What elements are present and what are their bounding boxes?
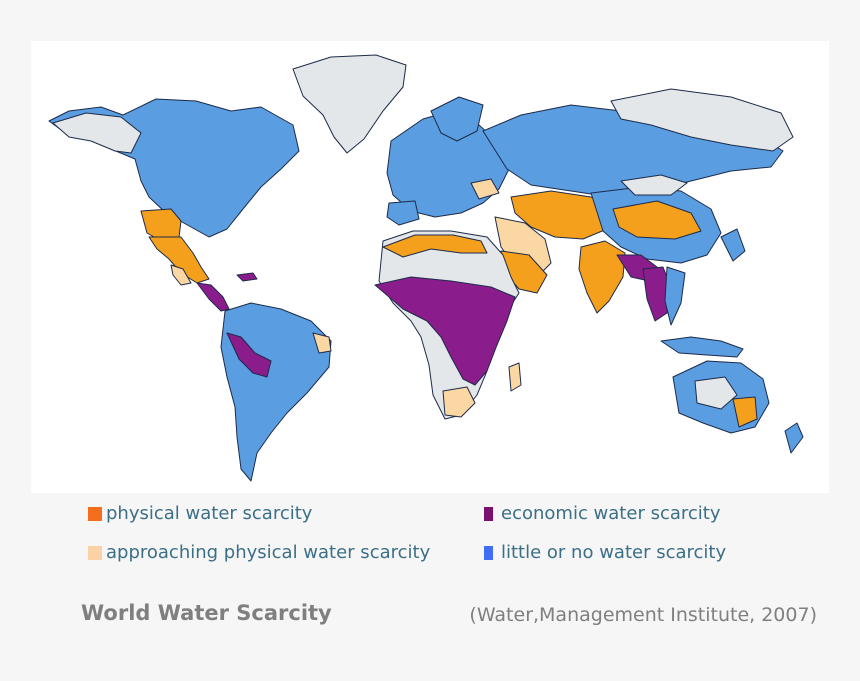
middle-east — [494, 216, 552, 278]
central-asia — [510, 190, 612, 240]
scandinavia — [430, 96, 484, 142]
us-southwest — [140, 208, 182, 242]
legend-swatch-physical — [88, 506, 102, 521]
china-north — [612, 200, 702, 240]
southeast-asia — [642, 266, 672, 322]
new-zealand — [784, 422, 804, 454]
siberia-nodata — [610, 88, 794, 152]
legend-label-little: little or no water scarcity — [501, 542, 727, 563]
legend-swatch-approaching — [88, 545, 102, 560]
madagascar — [508, 362, 522, 392]
legend-swatch-economic — [484, 506, 493, 521]
andes-economic — [226, 332, 272, 378]
greenland — [292, 54, 407, 154]
philippines-japan — [720, 228, 746, 262]
legend-label-approaching: approaching physical water scarcity — [106, 542, 431, 563]
brazil-northeast — [312, 332, 332, 354]
legend-item-approaching: approaching physical water scarcity — [88, 542, 430, 563]
legend-label-economic: economic water scarcity — [501, 503, 721, 524]
legend-item-physical: physical water scarcity — [88, 503, 312, 524]
ukraine-area — [470, 178, 500, 200]
alaska — [52, 112, 142, 154]
australia-center — [694, 376, 738, 410]
north-africa-coast — [382, 234, 488, 258]
map-source: (Water,Management Institute, 2007) — [469, 604, 817, 626]
mexico — [148, 236, 210, 284]
world-map-panel — [31, 41, 829, 493]
indonesia — [660, 336, 744, 358]
legend-item-economic: economic water scarcity — [484, 503, 720, 524]
iberia — [386, 200, 420, 226]
mongolia — [620, 174, 688, 196]
map-title: World Water Scarcity — [81, 601, 332, 625]
sub-saharan-africa — [374, 276, 516, 386]
map-legend: physical water scarcity economic water s… — [88, 503, 788, 583]
india — [578, 240, 626, 314]
central-america — [196, 282, 230, 312]
mexico-south — [170, 264, 192, 286]
south-america — [220, 302, 332, 482]
legend-label-physical: physical water scarcity — [106, 503, 313, 524]
world-map — [48, 54, 804, 482]
indochina — [664, 266, 686, 326]
australia-southeast — [732, 396, 758, 428]
legend-item-little: little or no water scarcity — [484, 542, 726, 563]
caribbean — [236, 272, 258, 282]
southern-africa — [442, 386, 476, 418]
legend-swatch-little — [484, 545, 493, 560]
